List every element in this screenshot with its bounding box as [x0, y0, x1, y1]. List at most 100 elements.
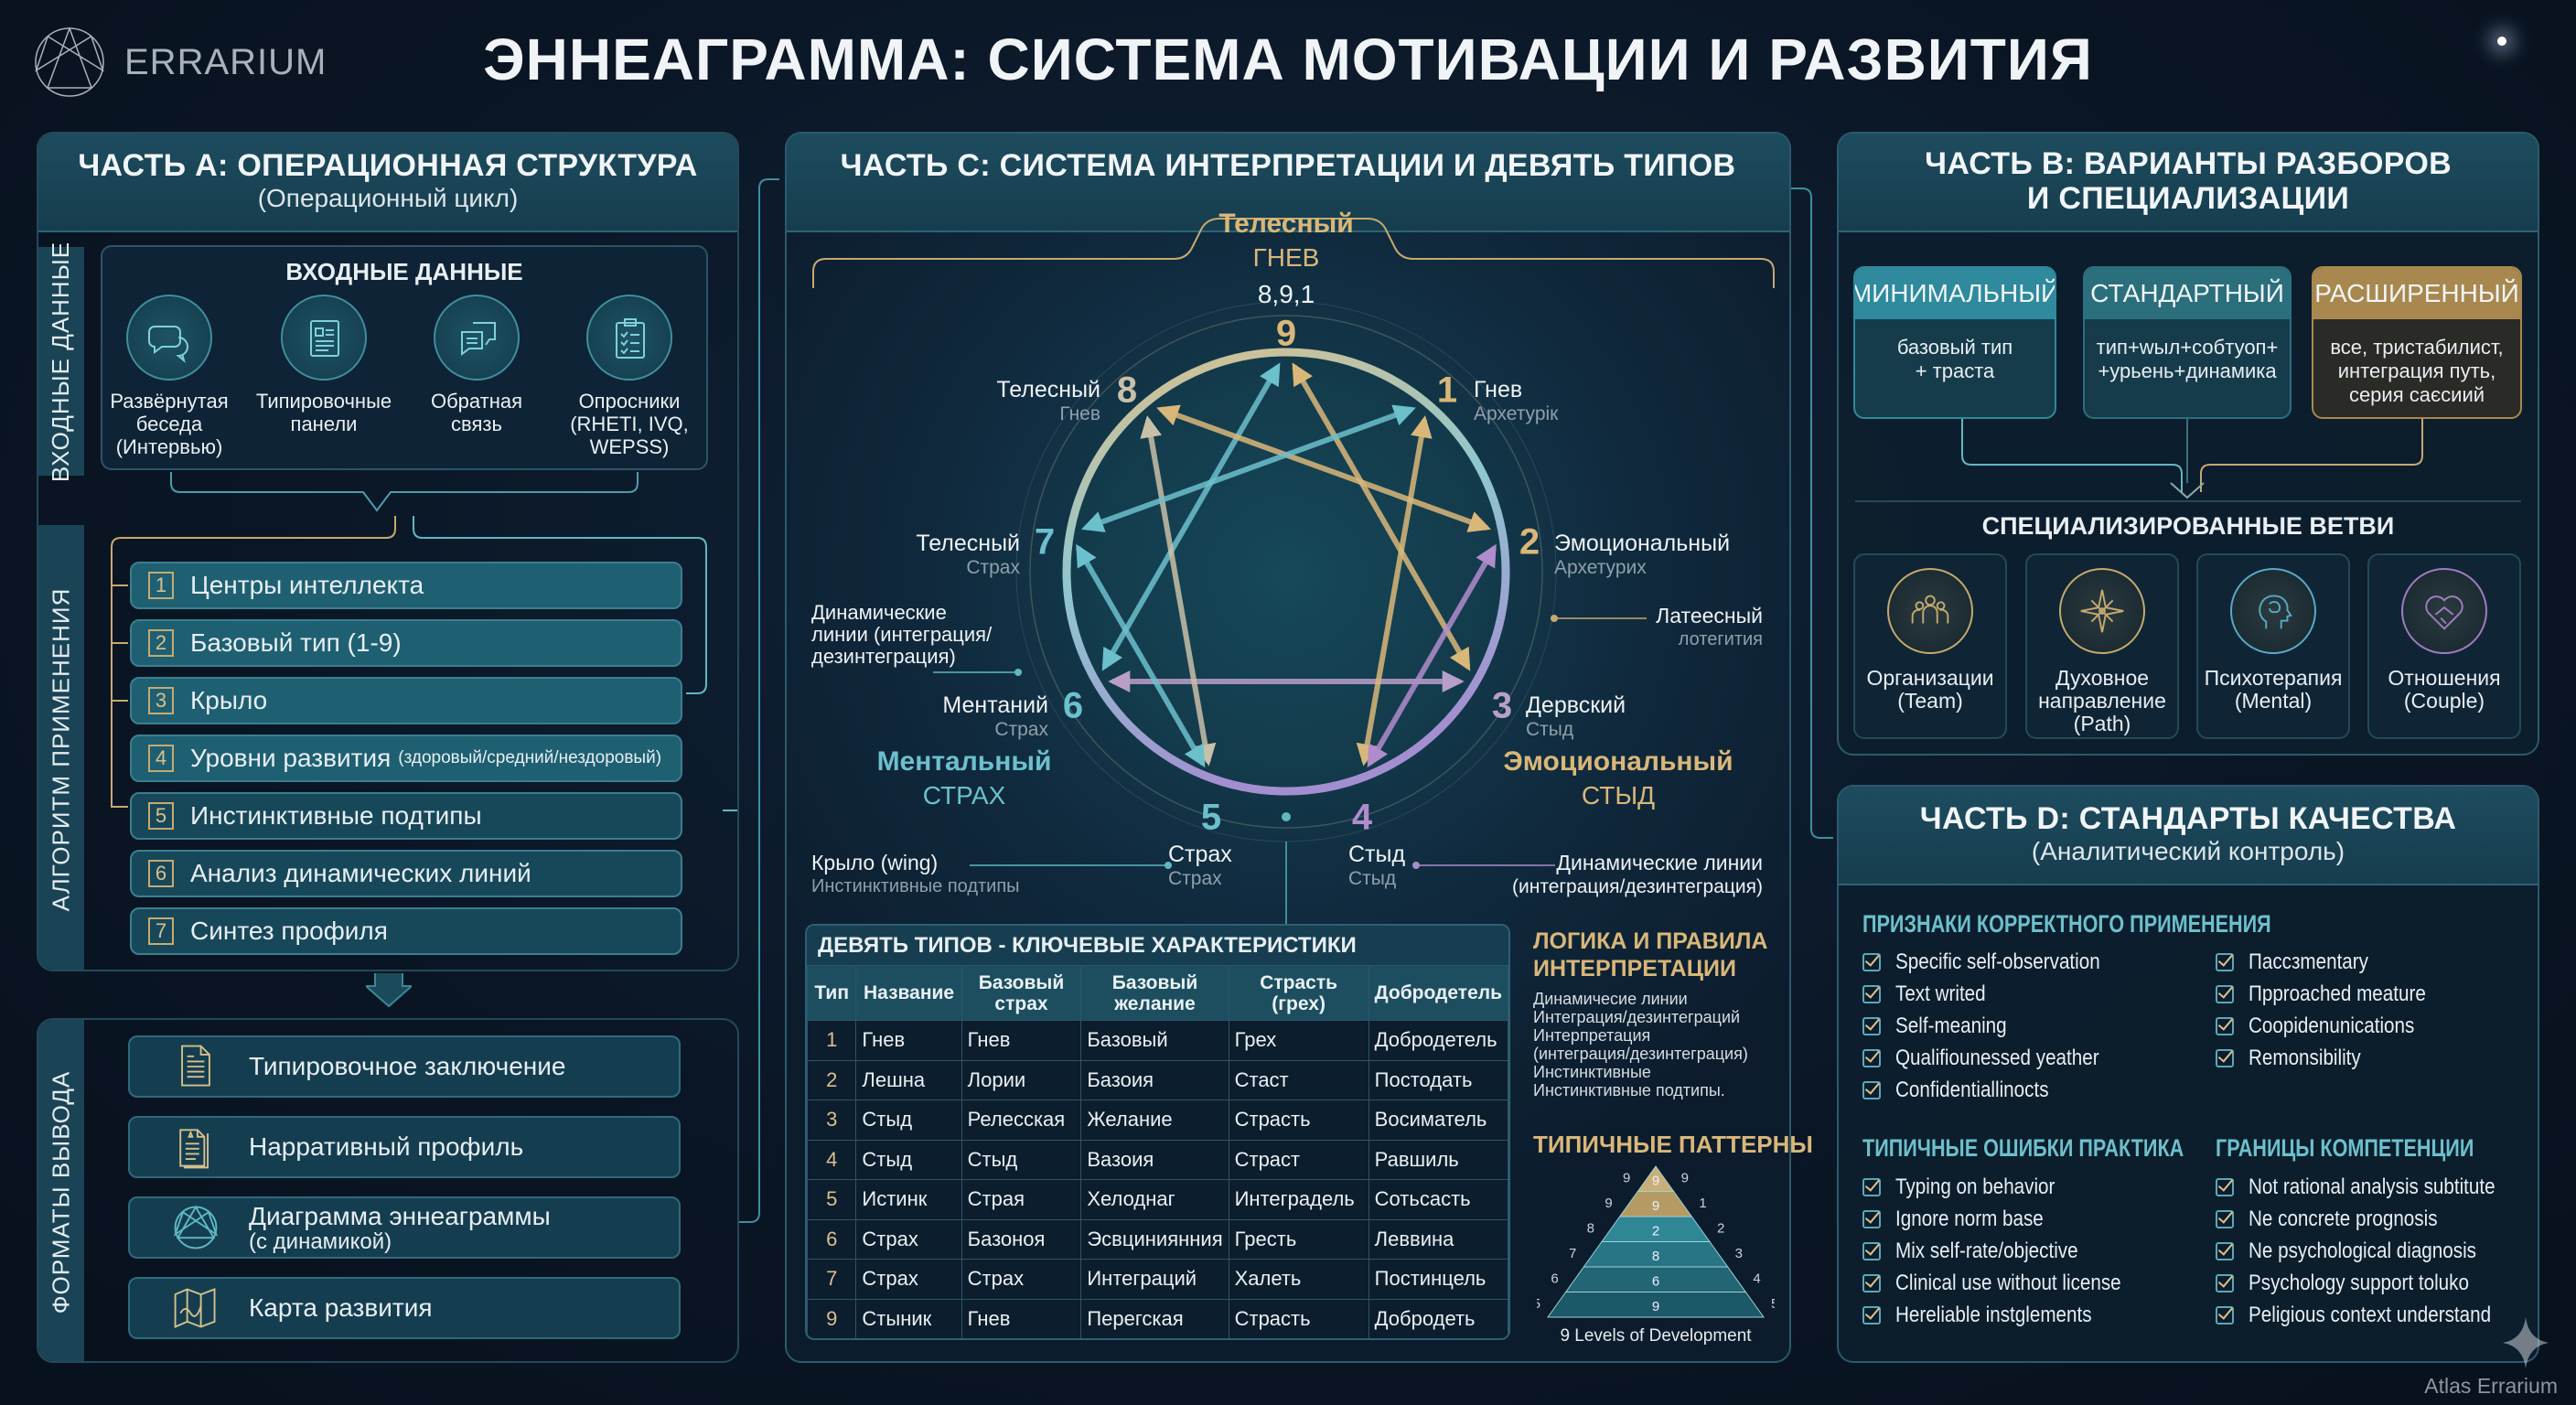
table-cell: Леввина — [1368, 1218, 1508, 1260]
type-number-4: 4 — [1351, 797, 1373, 838]
checklist-text: Пpproached meature — [2249, 981, 2426, 1006]
output-format-item[interactable]: Нарративный профиль — [128, 1116, 681, 1178]
table-row[interactable]: 9 Стыник Гнев Перегская Страсть Добродеть — [807, 1298, 1508, 1338]
wing-note-sub: Инстинктивные подтипы — [811, 876, 1020, 896]
table-cell: Хелоднаг — [1080, 1179, 1229, 1220]
pyramid-level-number: 9 — [1652, 1174, 1659, 1189]
type-sub: Страх — [1168, 868, 1222, 889]
checklist-text: Qualifiounessed yeather — [1895, 1046, 2099, 1070]
type-label-5: Страх Страх — [1168, 842, 1232, 890]
output-format-label: Карта развития — [249, 1293, 433, 1322]
table-cell: Релесская — [961, 1099, 1082, 1141]
specialization-branch[interactable]: Духовное направление (Path) — [2025, 553, 2179, 739]
algorithm-step[interactable]: 7 Синтез профиля — [130, 907, 682, 955]
dynamic-lines-right-note: Динамические линии — [1556, 851, 1763, 874]
table-column-header: Название — [855, 965, 962, 1021]
specialization-branch[interactable]: Психотерапия (Mental) — [2196, 553, 2350, 739]
step-number: 7 — [148, 917, 174, 945]
specialization-branch[interactable]: Организации (Team) — [1853, 553, 2007, 739]
table-row[interactable]: 3 Стыд Релесская Желание Страсть Восиматель — [807, 1099, 1508, 1141]
algorithm-step[interactable]: 2 Базовый тип (1-9) — [130, 619, 682, 667]
types-table: Тип Название Базовый страх Базовый желание С… — [807, 965, 1508, 1338]
patterns-title: ТИПИЧНЫЕ ПАТТЕРНЫ — [1533, 1131, 1813, 1158]
center-top-types: 8,9,1 — [1257, 280, 1315, 308]
checkbox-checked-icon — [1862, 1242, 1881, 1260]
type-name: Стыд — [1348, 842, 1406, 867]
output-format-item[interactable]: Карта развития — [128, 1277, 681, 1339]
analysis-variant-card[interactable]: РАСШИРЕННЫЙ все, тристабилист, интеграция… — [2312, 266, 2522, 419]
algorithm-step[interactable]: 3 Крыло — [130, 677, 682, 724]
table-row[interactable]: 6 Страх Базоноя Эсвциниянния Гресть Леввина — [807, 1218, 1508, 1260]
table-row[interactable]: 2 Лешна Лории Базоия Стаст Постодать — [807, 1059, 1508, 1100]
step-label: Базовый тип (1-9) — [190, 628, 402, 657]
checklist-item: Пpproached meature — [2216, 981, 2454, 1007]
annotation-dot — [1412, 862, 1420, 869]
page-title: ЭННЕАГРАММА: СИСТЕМА МОТИВАЦИИ И РАЗВИТИ… — [483, 27, 2093, 92]
type-name: Ментаний — [942, 692, 1048, 718]
part-b-header: ЧАСТЬ B: ВАРИАНТЫ РАЗБОРОВ И СПЕЦИАЛИЗАЦ… — [1839, 134, 2538, 232]
type-number-7: 7 — [1034, 521, 1056, 563]
type-name: Телесный — [996, 377, 1100, 402]
specialization-branch[interactable]: Отношения (Couple) — [2367, 553, 2521, 739]
part-a-subtitle: (Операционный цикл) — [257, 184, 519, 212]
table-column-header: Страсть (грех) — [1228, 965, 1369, 1021]
type-label-2: Эмоциональный Архетурих — [1554, 531, 1730, 579]
algorithm-step[interactable]: 1 Центры интеллекта — [130, 562, 682, 609]
enneagram-diagram — [812, 218, 1775, 869]
dynamic-line-4-2 — [1367, 543, 1497, 768]
checklist-text: Peligious context understand — [2249, 1303, 2492, 1327]
step-label: Крыло — [190, 686, 268, 714]
type-number-6: 6 — [1062, 685, 1084, 726]
table-cell: Страх — [855, 1218, 962, 1260]
enneagram-icon — [170, 1202, 221, 1253]
compass-star-icon — [2059, 568, 2145, 654]
right-note-sub: лотегития — [1678, 629, 1763, 649]
table-column-header: Базовый желание — [1080, 965, 1229, 1021]
type-number-cell: 5 — [807, 1179, 857, 1220]
algorithm-step[interactable]: 4 Уровни развития (здоровый/средний/нездор… — [130, 735, 682, 782]
checkbox-checked-icon — [1862, 1274, 1881, 1292]
type-sub: Страх — [966, 557, 1020, 578]
table-cell: Страсть — [1228, 1099, 1369, 1141]
step-note: (здоровый/средний/нездоровый) — [398, 748, 662, 767]
step-number: 5 — [148, 802, 174, 830]
table-cell: Стаст — [1228, 1059, 1369, 1100]
output-format-label: Нарративный профиль — [249, 1132, 524, 1161]
type-label-8: Телесный Гнев — [996, 377, 1100, 425]
input-merge-connector — [170, 472, 639, 512]
dynamic-lines-right-sub: (интеграция/дезинтеграция) — [1512, 876, 1763, 897]
algorithm-step[interactable]: 5 Инстинктивные подтипы — [130, 792, 682, 840]
step-label: Синтез профиля — [190, 917, 388, 945]
checklist-text: Specific self-observation — [1895, 949, 2100, 974]
pyramid-right-number: 5 — [1771, 1296, 1775, 1312]
table-cell: Страх — [961, 1259, 1082, 1300]
variant-desc: тип+wыл+собтуоп+ +урьень+динамика — [2096, 336, 2279, 382]
branch-label: Отношения (Couple) — [2388, 666, 2501, 713]
table-cell: Гнев — [855, 1020, 962, 1061]
output-format-item[interactable]: Диаграмма эннеаграммы (с динамикой) — [128, 1196, 681, 1259]
variants-merge-connector — [1855, 419, 2521, 502]
checkbox-checked-icon — [2216, 1178, 2234, 1196]
right-note-name: Латеесный — [1656, 604, 1763, 627]
analysis-variant-card[interactable]: МИНИМАЛЬНЫЙ базовый тип + траста — [1853, 266, 2056, 419]
table-row[interactable]: 4 Стыд Стыд Вазоия Страст Равшиль — [807, 1139, 1508, 1180]
checklist-item: Remonsibility — [2216, 1046, 2379, 1071]
checklist-item: Ne psychological diagnosis — [2216, 1239, 2514, 1264]
table-row[interactable]: 1 Гнев Гнев Базовый Грех Добродетель — [807, 1020, 1508, 1061]
output-format-text: Диаграмма эннеаграммы (с динамикой) — [249, 1202, 551, 1253]
pyramid-level-number: 9 — [1652, 1299, 1659, 1314]
analysis-variant-card[interactable]: СТАНДАРТНЫЙ тип+wыл+собтуоп+ +урьень+дина… — [2083, 266, 2292, 419]
checklist-item: Hereliable instglements — [1862, 1303, 2123, 1328]
checklist-text: Confidentiallinocts — [1895, 1078, 2049, 1102]
table-row[interactable]: 5 Истинк Страя Хелоднаг Интеградель Сотьсасть — [807, 1179, 1508, 1220]
output-format-label: Типировочное заключение — [249, 1052, 566, 1080]
output-format-item[interactable]: Типировочное заключение — [128, 1035, 681, 1098]
step-label: Инстинктивные подтипы — [190, 801, 482, 830]
checklist-item: Ne concrete prognosis — [2216, 1207, 2468, 1232]
pyramid-left-number: 7 — [1569, 1246, 1576, 1261]
algorithm-step[interactable]: 6 Анализ динамических линий — [130, 850, 682, 897]
center-top-emotion: ГНЕВ — [1252, 243, 1320, 272]
logic-title: ЛОГИКА И ПРАВИЛА ИНТЕРПРЕТАЦИИ — [1533, 928, 1768, 981]
table-row[interactable]: 7 Страх Страх Интеграций Халеть Постинцель — [807, 1259, 1508, 1300]
annotation-dot — [1551, 615, 1558, 622]
